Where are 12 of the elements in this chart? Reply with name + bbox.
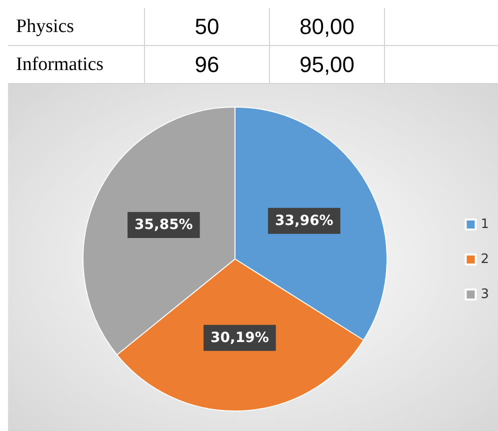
text: Physics (8, 8, 145, 46)
text: 96 (145, 46, 270, 84)
data-label: 35,85% (134, 217, 193, 234)
legend-label: 3 (480, 287, 490, 302)
legend-label: 2 (480, 252, 490, 267)
text: Informatics (8, 46, 145, 84)
text: 95,00 (270, 46, 385, 84)
text: 80,00 (270, 8, 385, 46)
text: 50 (145, 8, 270, 46)
data-label: 30,19% (210, 330, 269, 346)
legend-label: 1 (480, 217, 490, 232)
data-label: 33,96% (275, 212, 334, 229)
